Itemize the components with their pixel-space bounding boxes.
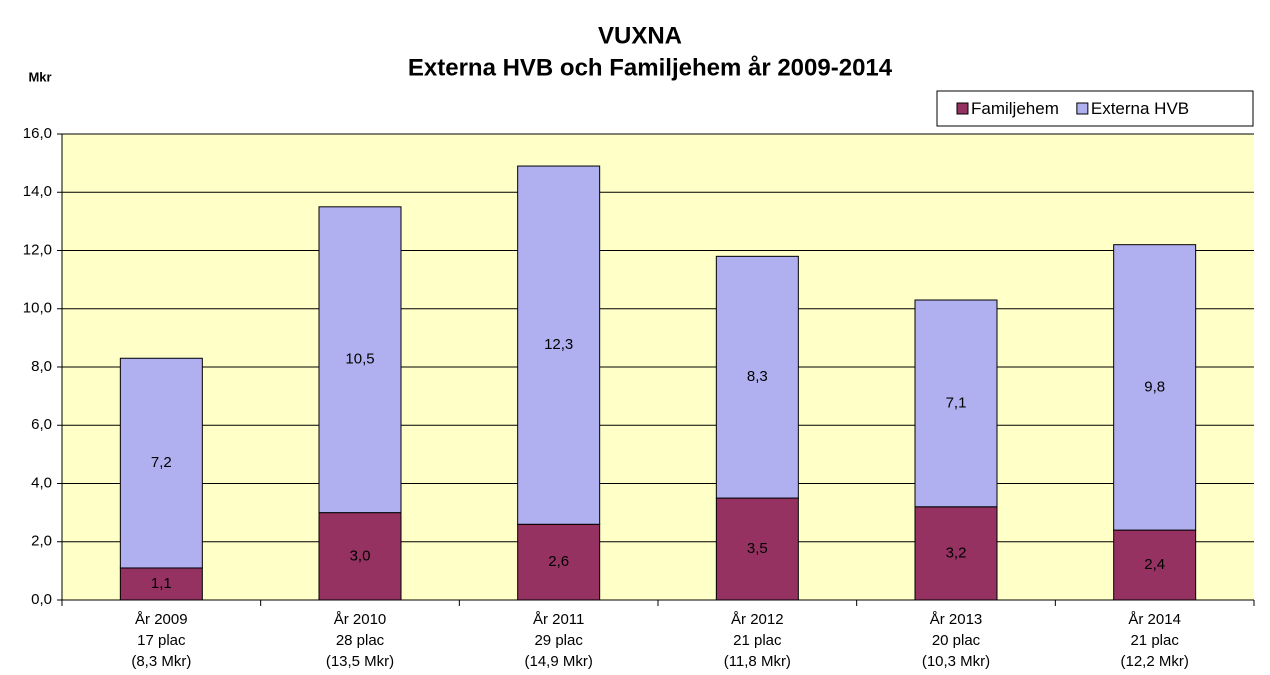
data-label: 9,8 — [1144, 378, 1165, 395]
data-label: 2,6 — [548, 553, 569, 570]
x-tick-label: 21 plac — [1130, 632, 1179, 649]
x-tick-label: År 2013 — [930, 611, 983, 628]
y-tick-label: 2,0 — [31, 533, 52, 550]
bar-segment — [914, 506, 998, 601]
legend-label: Familjehem — [971, 99, 1059, 118]
bar-segment — [1113, 529, 1197, 601]
x-tick-label: (8,3 Mkr) — [131, 653, 191, 670]
y-tick-label: 14,0 — [23, 183, 52, 200]
data-label: 3,0 — [350, 547, 371, 564]
x-tick-label: 17 plac — [137, 632, 186, 649]
bar-segment — [517, 165, 601, 525]
x-tick-label: 29 plac — [534, 632, 583, 649]
x-tick-label: År 2014 — [1128, 611, 1181, 628]
data-label: 12,3 — [544, 336, 573, 353]
data-label: 8,3 — [747, 368, 768, 385]
data-label: 7,1 — [946, 394, 967, 411]
y-tick-label: 16,0 — [23, 125, 52, 142]
data-label: 3,5 — [747, 540, 768, 557]
x-tick-label: 20 plac — [932, 632, 981, 649]
legend-box — [936, 90, 1254, 127]
x-tick-label: År 2011 — [533, 611, 584, 628]
bar-segment — [318, 512, 402, 601]
bar-segment — [119, 357, 203, 569]
y-tick-label: 4,0 — [31, 474, 52, 491]
x-tick-label: År 2010 — [334, 611, 387, 628]
x-tick-label: År 2012 — [731, 611, 784, 628]
x-tick-label: (12,2 Mkr) — [1120, 653, 1188, 670]
x-tick-label: (11,8 Mkr) — [724, 653, 791, 670]
y-tick-label: 8,0 — [31, 358, 52, 375]
x-tick-label: 21 plac — [733, 632, 782, 649]
chart-title: VUXNA — [598, 22, 682, 49]
bar-segment — [119, 567, 203, 601]
bar-segment — [318, 206, 402, 514]
bar-segment — [914, 299, 998, 508]
y-tick-label: 10,0 — [23, 300, 52, 317]
y-axis-label: Mkr — [28, 69, 51, 84]
x-tick-label: 28 plac — [336, 632, 385, 649]
x-tick-label: (13,5 Mkr) — [326, 653, 394, 670]
data-label: 7,2 — [151, 454, 172, 471]
bar-segment — [517, 523, 601, 601]
data-label: 10,5 — [345, 351, 374, 368]
chart-subtitle: Externa HVB och Familjehem år 2009-2014 — [408, 54, 893, 81]
x-tick-label: (14,9 Mkr) — [524, 653, 592, 670]
bar-segment — [715, 255, 799, 499]
legend-swatch — [1076, 102, 1089, 115]
y-tick-label: 12,0 — [23, 241, 52, 258]
x-tick-label: (10,3 Mkr) — [922, 653, 990, 670]
data-label: 1,1 — [151, 575, 172, 592]
bar-segment — [1113, 244, 1197, 531]
y-tick-label: 0,0 — [31, 591, 52, 608]
legend-label: Externa HVB — [1091, 99, 1189, 118]
data-label: 3,2 — [946, 544, 967, 561]
bar-segment — [715, 497, 799, 601]
legend-swatch — [956, 102, 969, 115]
x-tick-label: År 2009 — [135, 611, 188, 628]
data-label: 2,4 — [1144, 556, 1165, 573]
y-tick-label: 6,0 — [31, 416, 52, 433]
